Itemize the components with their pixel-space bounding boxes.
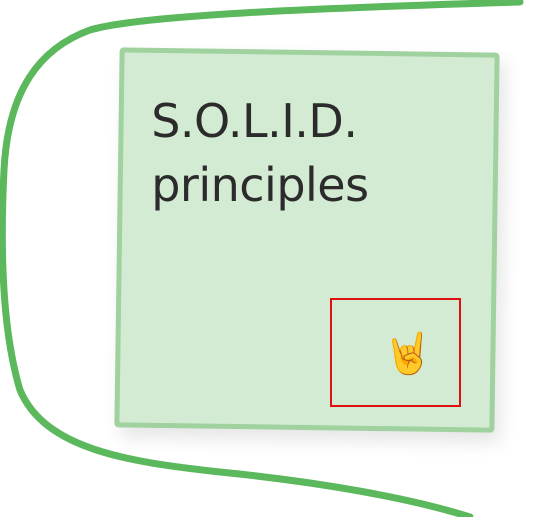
sticky-note-title: S.O.L.I.D. principles (151, 89, 471, 218)
sign-of-the-horns-icon[interactable]: 🤘 (383, 331, 433, 377)
title-line-2: principles (151, 158, 369, 213)
title-line-1: S.O.L.I.D. (151, 94, 358, 149)
green-outline-path (0, 0, 524, 517)
reaction-selection-box[interactable] (330, 298, 461, 407)
